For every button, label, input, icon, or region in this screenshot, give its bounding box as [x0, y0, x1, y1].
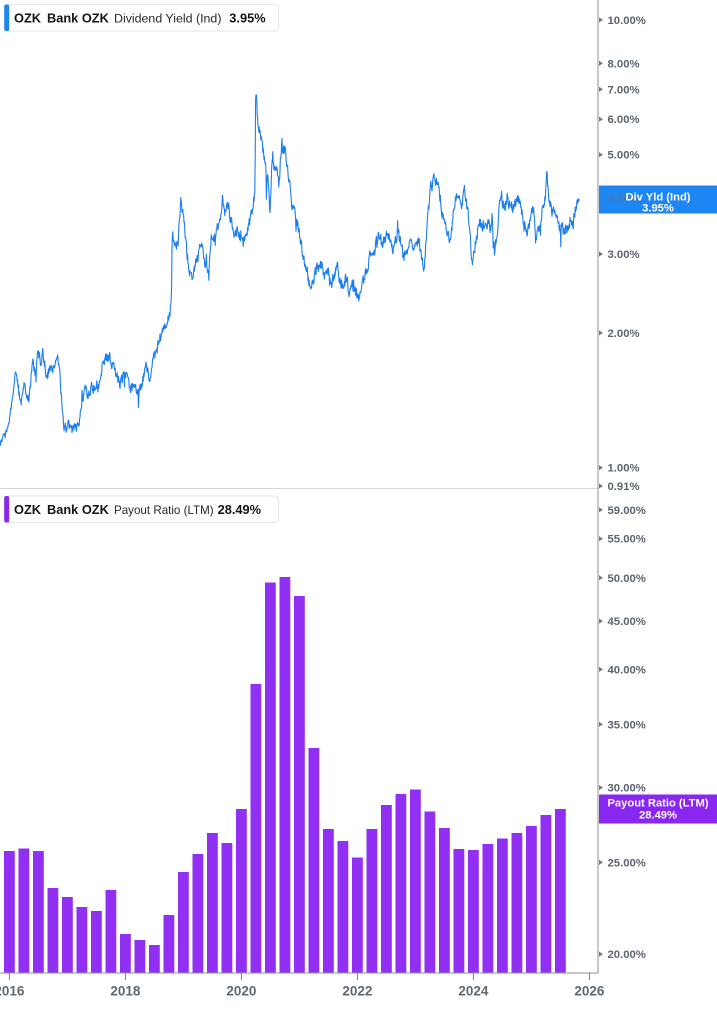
svg-text:35.00%: 35.00%	[608, 719, 646, 731]
svg-text:4.00%: 4.00%	[608, 193, 641, 205]
svg-text:30.00%: 30.00%	[608, 783, 646, 795]
svg-text:6.00%: 6.00%	[608, 114, 640, 126]
svg-text:7.00%: 7.00%	[608, 84, 640, 96]
svg-text:8.00%: 8.00%	[608, 58, 640, 70]
svg-text:OZK: OZK	[14, 502, 42, 517]
svg-text:Bank OZK: Bank OZK	[47, 502, 110, 517]
svg-text:Div Yld (Ind): Div Yld (Ind)	[625, 191, 690, 203]
svg-text:2020: 2020	[226, 984, 256, 999]
svg-text:10.00%: 10.00%	[608, 15, 646, 27]
svg-text:3.00%: 3.00%	[608, 249, 640, 261]
svg-text:Bank OZK: Bank OZK	[47, 11, 110, 26]
svg-text:Payout Ratio (LTM): Payout Ratio (LTM)	[607, 798, 708, 810]
svg-text:40.00%: 40.00%	[608, 664, 646, 676]
svg-text:2024: 2024	[458, 984, 489, 999]
svg-text:Dividend Yield (Ind): Dividend Yield (Ind)	[114, 12, 221, 26]
svg-text:45.00%: 45.00%	[608, 616, 646, 628]
svg-text:5.00%: 5.00%	[608, 150, 640, 162]
svg-text:2018: 2018	[110, 984, 141, 999]
svg-text:1.00%: 1.00%	[608, 463, 640, 475]
svg-text:25.00%: 25.00%	[608, 857, 646, 869]
svg-text:0.91%: 0.91%	[608, 481, 640, 493]
svg-text:3.95%: 3.95%	[229, 11, 266, 26]
svg-text:OZK: OZK	[14, 11, 42, 26]
svg-text:2016: 2016	[0, 984, 25, 999]
svg-text:28.49%: 28.49%	[218, 502, 262, 517]
svg-text:2022: 2022	[342, 984, 372, 999]
svg-text:20.00%: 20.00%	[608, 949, 646, 961]
svg-text:55.00%: 55.00%	[608, 534, 646, 546]
svg-text:Payout Ratio (LTM): Payout Ratio (LTM)	[114, 504, 214, 517]
svg-text:28.49%: 28.49%	[639, 810, 677, 822]
svg-text:3.95%: 3.95%	[642, 202, 674, 214]
svg-text:2.00%: 2.00%	[608, 328, 640, 340]
svg-text:2026: 2026	[574, 984, 605, 999]
svg-text:59.00%: 59.00%	[608, 505, 646, 517]
svg-text:50.00%: 50.00%	[608, 573, 646, 585]
